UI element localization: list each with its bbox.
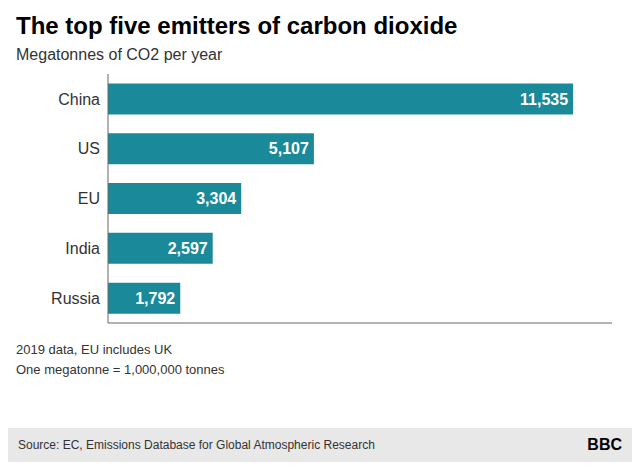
- svg-text:3,304: 3,304: [196, 190, 236, 207]
- svg-text:2,597: 2,597: [168, 240, 208, 257]
- html-text:Megatonnes of CO2 per year: Megatonnes of CO2 per year: [16, 46, 223, 63]
- svg-text:US: US: [78, 140, 100, 157]
- html-text:Source: EC, Emissions Database: Source: EC, Emissions Database for Globa…: [18, 438, 375, 452]
- svg-text:India: India: [65, 240, 100, 257]
- svg-text:11,535: 11,535: [520, 91, 568, 108]
- html-text:BBC: BBC: [587, 436, 622, 453]
- svg-text:5,107: 5,107: [269, 140, 309, 157]
- svg-text:China: China: [58, 91, 100, 108]
- html-text:One megatonne = 1,000,000 tonn: One megatonne = 1,000,000 tonnes: [16, 362, 225, 377]
- html-text:2019 data, EU includes UK: 2019 data, EU includes UK: [16, 342, 173, 357]
- svg-text:EU: EU: [78, 190, 100, 207]
- html-text:The top five emitters of carbo: The top five emitters of carbon dioxide: [16, 12, 458, 39]
- svg-text:1,792: 1,792: [135, 290, 175, 307]
- svg-text:Russia: Russia: [51, 290, 100, 307]
